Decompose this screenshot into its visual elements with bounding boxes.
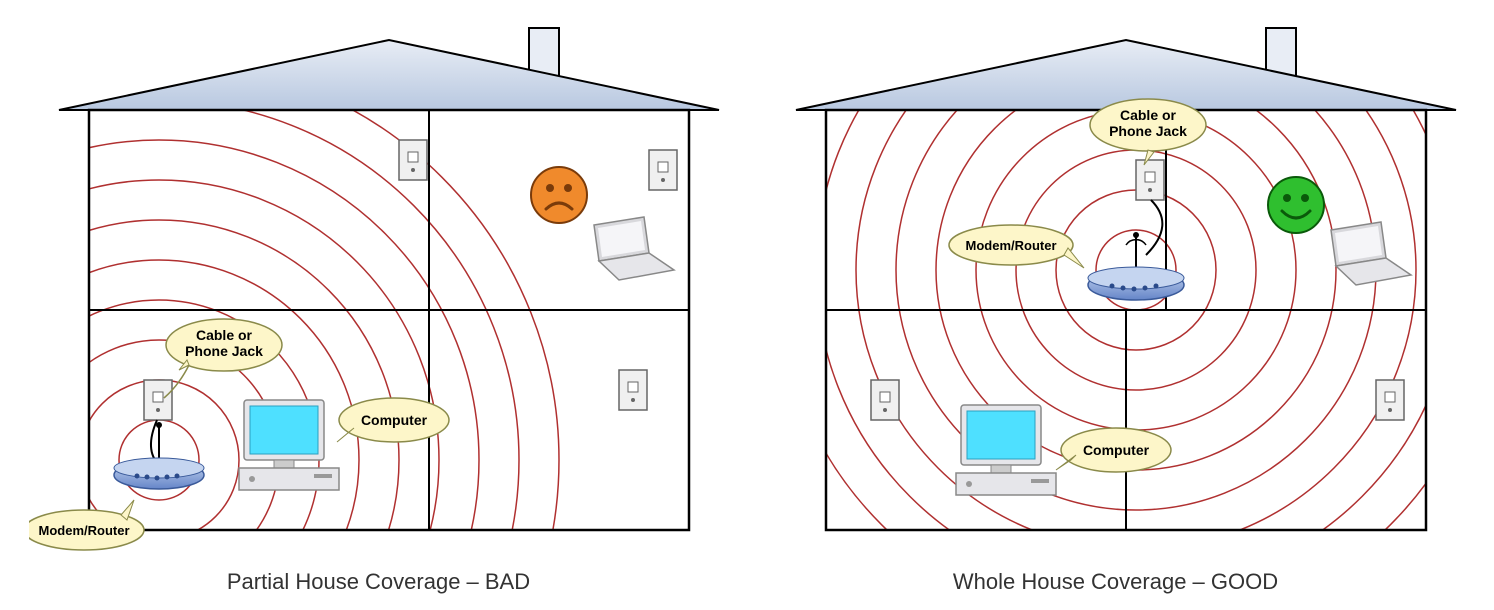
router-icon bbox=[114, 422, 204, 489]
callout-router-label: Modem/Router bbox=[38, 523, 129, 538]
callout-jack: Cable or Phone Jack bbox=[1090, 99, 1206, 165]
laptop-icon bbox=[1331, 222, 1411, 285]
callout-computer: Computer bbox=[1056, 428, 1171, 472]
wall-jack-icon bbox=[399, 140, 427, 180]
svg-text:Phone Jack: Phone Jack bbox=[1109, 123, 1187, 139]
signal-rings bbox=[29, 60, 559, 570]
svg-text:Phone Jack: Phone Jack bbox=[185, 343, 263, 359]
sad-face-icon bbox=[531, 167, 587, 223]
svg-text:Computer: Computer bbox=[1082, 442, 1149, 458]
callout-computer-label: Computer bbox=[360, 412, 427, 428]
wall-jack-icon bbox=[1136, 160, 1164, 200]
caption-bad: Partial House Coverage – BAD bbox=[29, 569, 729, 595]
wall-jack-icon bbox=[871, 380, 899, 420]
panel-good: Cable or Phone Jack Modem/Router Compute… bbox=[766, 10, 1466, 600]
happy-face-icon bbox=[1268, 177, 1324, 233]
router-icon bbox=[1088, 232, 1184, 300]
laptop-icon bbox=[594, 217, 674, 280]
panel-bad: Cable or Phone Jack Computer Modem/Route… bbox=[29, 10, 729, 600]
callout-router: Modem/Router bbox=[949, 225, 1084, 268]
caption-good: Whole House Coverage – GOOD bbox=[766, 569, 1466, 595]
computer-icon bbox=[956, 405, 1056, 495]
callout-jack-label: Cable or bbox=[195, 327, 252, 343]
svg-text:Cable or: Cable or bbox=[1119, 107, 1176, 123]
callout-jack: Cable or Phone Jack bbox=[164, 319, 282, 398]
wall-jack-icon bbox=[1376, 380, 1404, 420]
computer-icon bbox=[239, 400, 339, 490]
svg-text:Modem/Router: Modem/Router bbox=[965, 238, 1056, 253]
callout-router: Modem/Router bbox=[29, 500, 144, 550]
diagram-good: Cable or Phone Jack Modem/Router Compute… bbox=[766, 10, 1466, 570]
wall-jack-icon bbox=[619, 370, 647, 410]
wall-jack-icon bbox=[144, 380, 172, 420]
wall-jack-icon bbox=[649, 150, 677, 190]
callout-computer: Computer bbox=[337, 398, 449, 442]
cable bbox=[1146, 200, 1162, 255]
diagram-bad: Cable or Phone Jack Computer Modem/Route… bbox=[29, 10, 729, 570]
